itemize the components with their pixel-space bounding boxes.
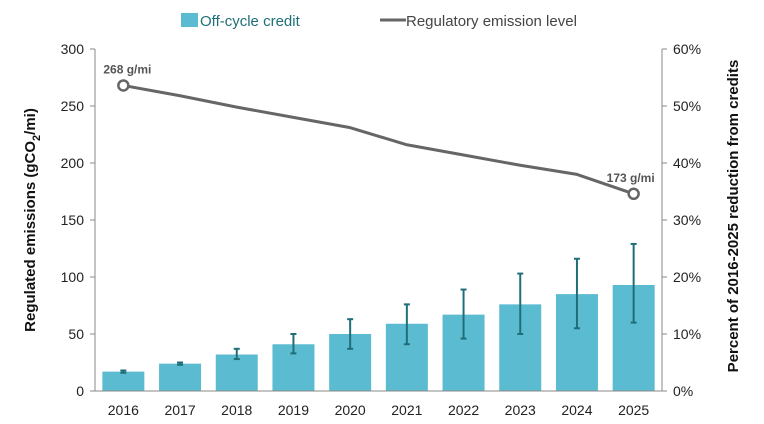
x-tick-label-2022: 2022 [448,402,479,418]
y-tick-label-right: 50% [673,98,701,114]
y-tick-label-right: 20% [673,269,701,285]
x-tick-label-2017: 2017 [164,402,195,418]
bar-2018 [215,354,258,391]
legend-label-off-cycle-credit: Off-cycle credit [200,13,301,30]
y-axis-right-title: Percent of 2016-2025 reduction from cred… [725,60,742,373]
x-tick-label-2016: 2016 [108,402,139,418]
y-tick-label-right: 60% [673,41,701,57]
y-tick-label-right: 30% [673,212,701,228]
y-tick-label-left: 50 [68,326,84,342]
x-tick-label-2024: 2024 [561,402,592,418]
legend-label-regulatory-emission-level: Regulatory emission level [406,13,577,30]
line-point-marker-2016 [117,79,130,92]
legend-swatch-off-cycle-credit [181,13,198,27]
y-axis-left-title-subscript: 2 [31,135,43,141]
y-tick-label-right: 0% [673,383,693,399]
y-tick-label-left: 100 [61,269,85,285]
x-tick-label-2020: 2020 [335,402,366,418]
x-tick-label-2023: 2023 [505,402,536,418]
bar-2017 [159,363,202,391]
y-tick-label-left: 0 [76,383,84,399]
y-tick-label-left: 250 [61,98,85,114]
x-tick-label-2019: 2019 [278,402,309,418]
x-tick-label-2021: 2021 [391,402,422,418]
y-tick-label-right: 40% [673,155,701,171]
y-axis-left-title-unit: /mi) [22,108,39,135]
y-tick-label-left: 150 [61,212,85,228]
y-tick-label-left: 200 [61,155,85,171]
point-label-2025: 173 g/mi [607,171,655,185]
bar-2016 [102,371,145,391]
line-point-marker-2025 [627,187,640,201]
y-tick-label-left: 300 [61,41,85,57]
regulatory-emission-line [123,84,635,196]
point-label-2016: 268 g/mi [103,62,151,76]
x-tick-label-2025: 2025 [618,402,649,418]
y-axis-left-title-part: Regulated emissions (gCO [22,141,39,332]
x-tick-label-2018: 2018 [221,402,252,418]
legend: Off-cycle credit Regulatory emission lev… [181,13,577,30]
y-tick-label-right: 10% [673,326,701,342]
y-axis-left-title: Regulated emissions (gCO2/mi) [22,108,43,332]
